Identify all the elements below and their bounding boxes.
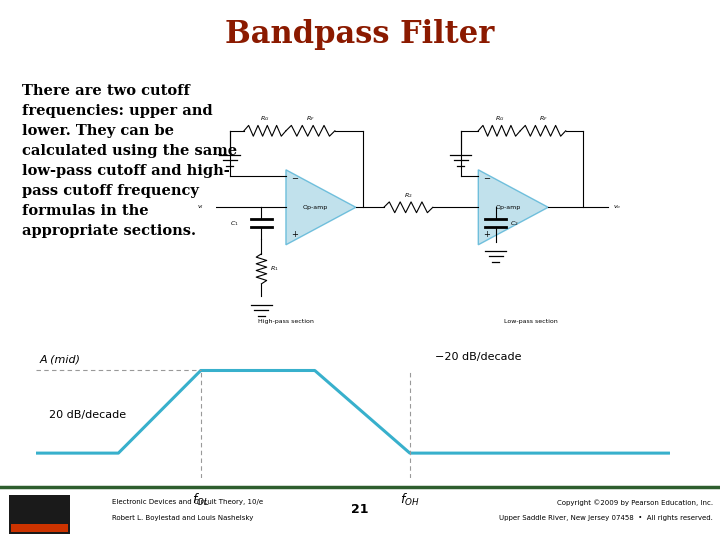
- Text: $f_{OL}$: $f_{OL}$: [192, 491, 210, 508]
- Text: $v_o$: $v_o$: [613, 204, 621, 211]
- Text: −: −: [484, 174, 490, 183]
- Text: Op-amp: Op-amp: [495, 205, 521, 210]
- Text: $R_F$: $R_F$: [539, 114, 547, 123]
- Polygon shape: [286, 170, 356, 245]
- Text: $C_2$: $C_2$: [510, 219, 518, 228]
- Text: Bandpass Filter: Bandpass Filter: [225, 19, 495, 50]
- Text: Copyright ©2009 by Pearson Education, Inc.: Copyright ©2009 by Pearson Education, In…: [557, 499, 713, 505]
- Text: +: +: [484, 230, 490, 239]
- Text: $C_1$: $C_1$: [230, 219, 239, 228]
- Text: Op-amp: Op-amp: [303, 205, 328, 210]
- Text: $R_2$: $R_2$: [404, 191, 413, 200]
- Text: A (mid): A (mid): [39, 355, 80, 365]
- Text: 21: 21: [351, 503, 369, 516]
- Text: 20 dB/decade: 20 dB/decade: [49, 409, 126, 420]
- Text: −: −: [291, 174, 298, 183]
- Text: There are two cutoff
frequencies: upper and
lower. They can be
calculated using : There are two cutoff frequencies: upper …: [22, 84, 237, 238]
- Text: $R_G$: $R_G$: [260, 114, 270, 123]
- Text: Low-pass section: Low-pass section: [504, 319, 557, 325]
- Text: Electronic Devices and Circuit Theory, 10/e: Electronic Devices and Circuit Theory, 1…: [112, 499, 263, 505]
- Text: PEARSON: PEARSON: [18, 508, 60, 516]
- Text: $v_i$: $v_i$: [197, 204, 204, 211]
- Polygon shape: [478, 170, 548, 245]
- Text: Robert L. Boylestad and Louis Nashelsky: Robert L. Boylestad and Louis Nashelsky: [112, 515, 253, 522]
- Text: −20 dB/decade: −20 dB/decade: [435, 352, 522, 362]
- Text: Upper Saddle River, New Jersey 07458  •  All rights reserved.: Upper Saddle River, New Jersey 07458 • A…: [499, 515, 713, 522]
- Text: $R_G$: $R_G$: [495, 114, 504, 123]
- Text: $f_{OH}$: $f_{OH}$: [400, 491, 420, 508]
- Text: High-pass section: High-pass section: [258, 319, 314, 325]
- Text: $R_1$: $R_1$: [270, 265, 279, 273]
- Text: $R_F$: $R_F$: [306, 114, 315, 123]
- Text: +: +: [291, 230, 298, 239]
